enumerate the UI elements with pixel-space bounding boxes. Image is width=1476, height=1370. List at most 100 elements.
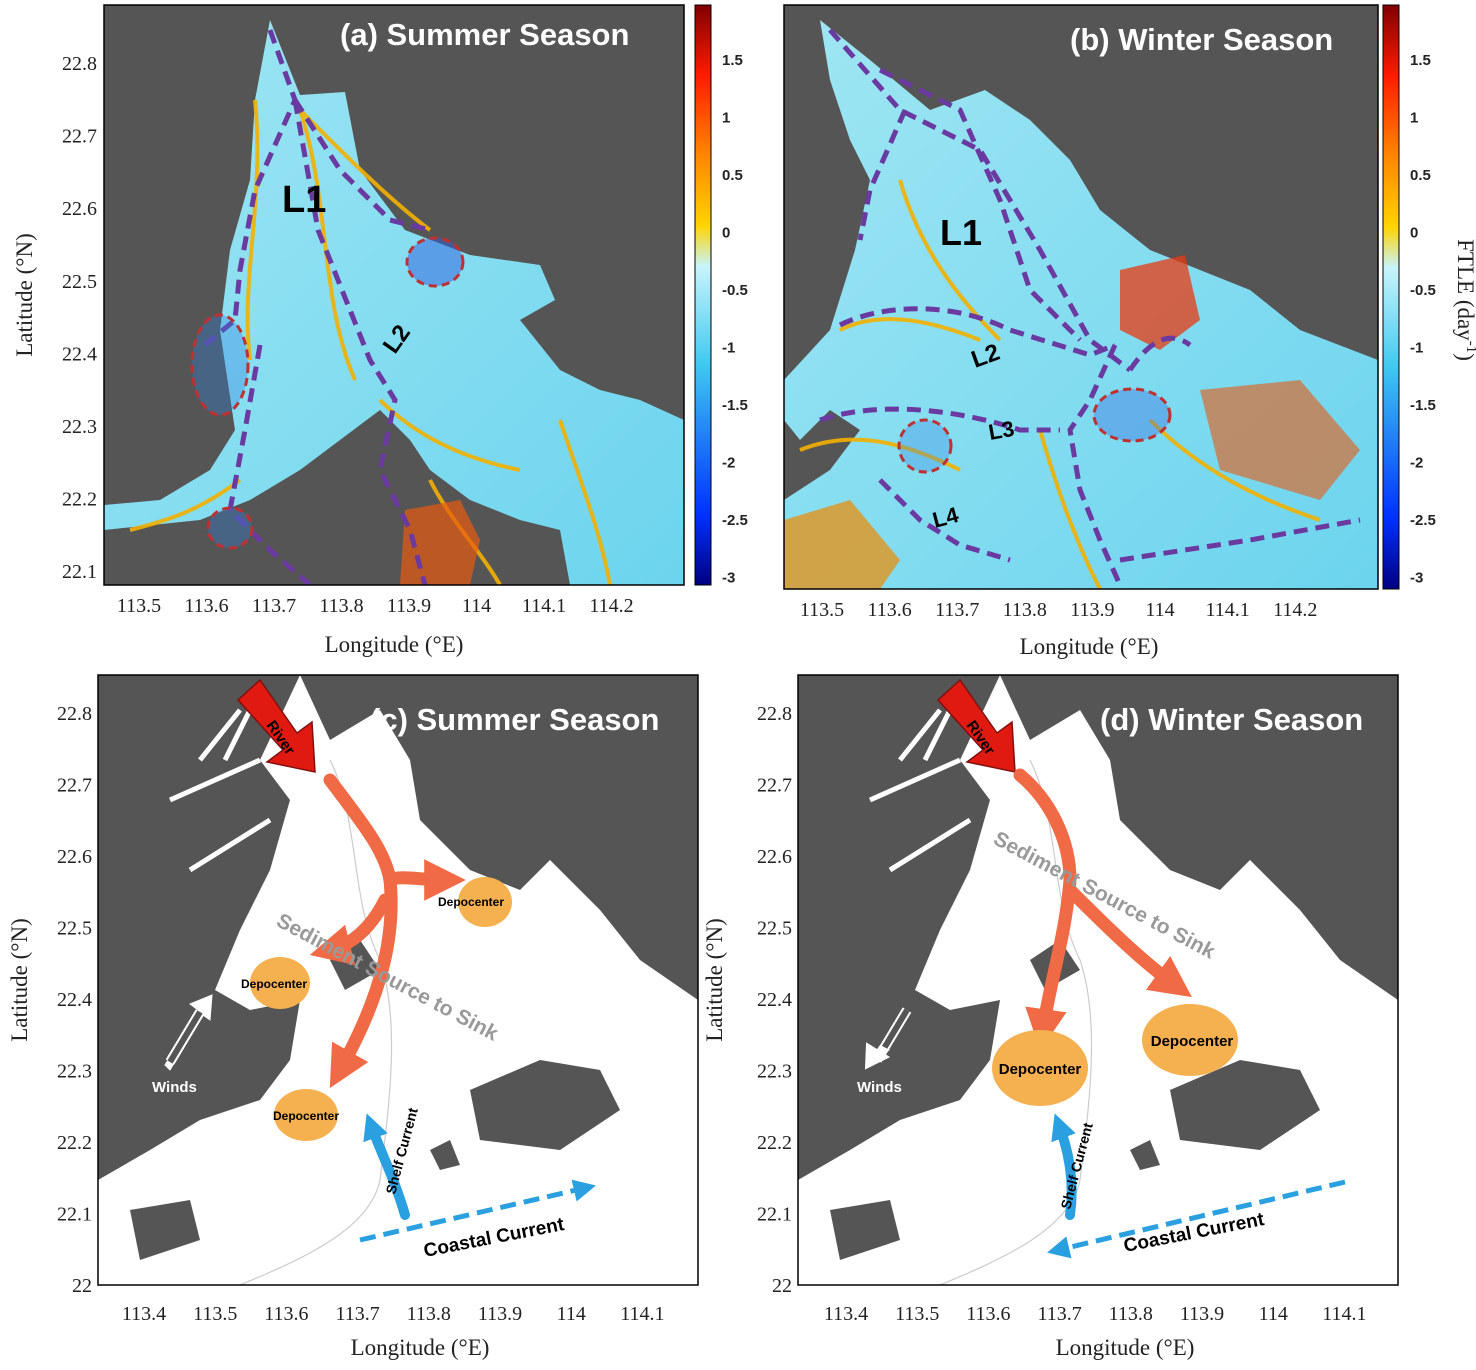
y-tick-label: 22.8 — [62, 53, 97, 75]
y-tick-label: 22.2 — [757, 1132, 792, 1154]
svg-text:Depocenter: Depocenter — [1151, 1033, 1234, 1050]
svg-text:Depocenter: Depocenter — [438, 895, 504, 909]
colorbar-tick-label: -3 — [722, 570, 735, 587]
colorbar-tick-label: 1 — [1410, 110, 1418, 127]
xlabel-a: Longitude (°E) — [325, 632, 464, 657]
bathymetry-c — [239, 759, 393, 1285]
y-tick-label: 22.4 — [757, 989, 792, 1011]
x-tick-label: 113.8 — [1109, 1303, 1153, 1325]
x-tick-label: 113.5 — [895, 1303, 939, 1325]
depocenters-c: Depocenter Depocenter Depocenter — [241, 877, 512, 1141]
y-tick-label: 22.6 — [57, 846, 92, 868]
xticks-a: 113.5 113.6 113.7 113.8 113.9 114 114.1 114.2 — [117, 595, 634, 617]
eddies-a — [190, 236, 465, 550]
colorbar-tick-label: 0 — [722, 225, 730, 242]
panel-b: L1 L2 L3 L4 (b) Winter Season 113.5 113.6… — [783, 4, 1476, 659]
xlabel-c: Longitude (°E) — [351, 1335, 490, 1360]
y-tick-label: 22.8 — [757, 703, 792, 725]
y-tick-label: 22.8 — [57, 703, 92, 725]
x-tick-label: 113.7 — [335, 1303, 379, 1325]
svg-text:Winds: Winds — [152, 1079, 197, 1096]
colorbar-tick-label: 1.5 — [722, 52, 743, 69]
x-tick-label: 113.6 — [184, 595, 228, 617]
x-tick-label: 113.5 — [800, 599, 844, 621]
ftle-ridges-a — [129, 99, 612, 585]
svg-text:Depocenter: Depocenter — [241, 977, 307, 991]
y-tick-label: 22.2 — [57, 1132, 92, 1154]
colorbar-tick-label: 0.5 — [722, 167, 743, 184]
colorbar-tick-label: 1 — [722, 110, 730, 127]
yticks-d: 22.8 22.7 22.6 22.5 22.4 22.3 22.2 22.1 22 — [757, 703, 792, 1297]
islands-d — [830, 940, 1320, 1260]
x-tick-label: 113.8 — [407, 1303, 451, 1325]
channels-c — [168, 688, 272, 873]
xticks-c: 113.4 113.5 113.6 113.7 113.8 113.9 114 114.1 — [122, 1303, 665, 1325]
x-tick-label: 113.4 — [122, 1303, 166, 1325]
y-tick-label: 22.3 — [757, 1061, 792, 1083]
x-tick-label: 113.7 — [1037, 1303, 1081, 1325]
colorbar-ticks-a: 1.5 1 0.5 0 -0.5 -1 -1.5 -2 -2.5 -3 — [722, 52, 748, 587]
yticks-a: 22.8 22.7 22.6 22.5 22.4 22.3 22.2 22.1 — [62, 53, 97, 583]
colorbar-tick-label: -0.5 — [1410, 282, 1436, 299]
panel-d: River Depocenter Depocenter Sediment Sou… — [702, 674, 1399, 1360]
y-tick-label: 22.4 — [62, 343, 97, 365]
svg-text:FTLE (day-1): FTLE (day-1) — [1453, 239, 1476, 361]
x-tick-label: 113.6 — [966, 1303, 1010, 1325]
x-tick-label: 114.1 — [522, 595, 566, 617]
y-tick-label: 22.1 — [62, 561, 97, 583]
winds-d: Winds — [857, 1007, 912, 1096]
x-tick-label: 113.8 — [1003, 599, 1047, 621]
x-tick-label: 113.7 — [935, 599, 979, 621]
eddies-b — [897, 387, 1172, 474]
y-tick-label: 22.1 — [57, 1204, 92, 1226]
label-L3-b: L3 — [987, 416, 1017, 445]
x-tick-label: 113.9 — [387, 595, 431, 617]
ylabel-d: Latitude (°N) — [702, 918, 727, 1042]
colorbar-tick-label: -1 — [1410, 340, 1423, 357]
colorbar-tick-label: -2.5 — [1410, 512, 1436, 529]
x-tick-label: 113.9 — [1070, 599, 1114, 621]
panel-c: River Depocenter Depocenter Depocenter S… — [7, 674, 699, 1360]
y-tick-label: 22 — [772, 1275, 792, 1297]
colorbar-tick-label: -2 — [1410, 455, 1423, 472]
y-tick-label: 22.3 — [62, 416, 97, 438]
lcs-lines-b — [819, 28, 1361, 587]
colorbar-tick-label: -3 — [1410, 570, 1423, 587]
x-tick-label: 113.9 — [1180, 1303, 1224, 1325]
x-tick-label: 113.6 — [867, 599, 911, 621]
y-tick-label: 22.5 — [57, 918, 92, 940]
colorbar-tick-label: 1.5 — [1410, 52, 1431, 69]
panel-title-d: (d) Winter Season — [1100, 702, 1363, 737]
y-tick-label: 22.7 — [62, 126, 97, 148]
x-tick-label: 114 — [557, 1303, 586, 1325]
x-tick-label: 113.5 — [117, 595, 161, 617]
x-tick-label: 114.1 — [1322, 1303, 1366, 1325]
y-tick-label: 22.4 — [57, 989, 92, 1011]
y-tick-label: 22.2 — [62, 489, 97, 511]
svg-text:Depocenter: Depocenter — [999, 1061, 1082, 1078]
x-tick-label: 114.1 — [1205, 599, 1249, 621]
depocenters-d: Depocenter Depocenter — [992, 1004, 1238, 1106]
x-tick-label: 113.4 — [824, 1303, 868, 1325]
ftle-hotspot-b2 — [1200, 380, 1360, 500]
panel-title-c: (c) Summer Season — [370, 702, 659, 737]
colorbar-tick-label: 0 — [1410, 225, 1418, 242]
ftle-ridges-b — [799, 179, 1321, 589]
colorbar-label: FTLE (day-1) — [1453, 239, 1476, 361]
colorbar-ticks-b: 1.5 1 0.5 0 -0.5 -1 -1.5 -2 -2.5 -3 — [1410, 52, 1436, 587]
ylabel-a: Latitude (°N) — [12, 233, 37, 357]
xticks-d: 113.4 113.5 113.6 113.7 113.8 113.9 114 114.1 — [824, 1303, 1367, 1325]
label-L1-a: L1 — [282, 179, 326, 221]
x-tick-label: 113.8 — [319, 595, 363, 617]
colorbar-tick-label: -1.5 — [1410, 397, 1436, 414]
x-tick-label: 114 — [462, 595, 491, 617]
colorbar-tick-label: -2 — [722, 455, 735, 472]
y-tick-label: 22.7 — [757, 775, 792, 797]
ftle-hotspot-b3 — [784, 500, 900, 589]
panel-title-b: (b) Winter Season — [1070, 22, 1333, 57]
x-tick-label: 113.5 — [193, 1303, 237, 1325]
panel-a: L1 L2 (a) Summer Season 113.5 113.6 113.7 1… — [12, 4, 748, 657]
xlabel-b: Longitude (°E) — [1020, 634, 1159, 659]
y-tick-label: 22.5 — [62, 271, 97, 293]
